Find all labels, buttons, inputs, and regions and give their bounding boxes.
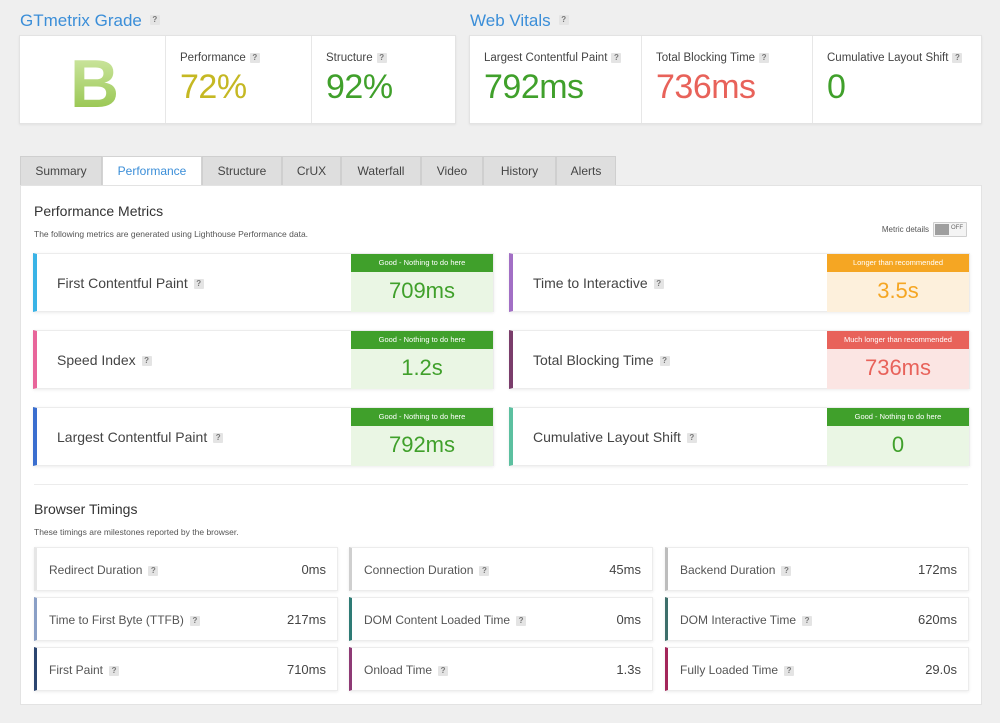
help-icon[interactable]: ? [659,356,670,367]
timing-onload-time: Onload Time? 1.3s [349,647,653,691]
help-icon[interactable]: ? [213,433,224,444]
timing-dom-interactive: DOM Interactive Time? 620ms [665,597,969,641]
vital-cls: Cumulative Layout Shift? 0 [812,36,981,123]
help-icon[interactable]: ? [759,52,770,63]
timing-value: 29.0s [925,662,957,677]
web-vitals-title: Web Vitals? [470,11,569,31]
status-badge: Much longer than recommended [827,331,969,349]
timing-value: 45ms [609,562,641,577]
help-icon[interactable]: ? [249,52,260,63]
timing-value: 172ms [917,562,957,577]
timing-value: 0ms [616,612,641,627]
help-icon[interactable]: ? [516,615,527,626]
performance-score: Performance? 72% [165,36,311,123]
status-badge: Good - Nothing to do here [351,408,493,426]
metric-value: 1.2s [401,355,443,380]
tab-structure[interactable]: Structure [202,156,282,186]
toggle-knob [935,224,949,235]
tab-video[interactable]: Video [421,156,483,186]
browser-timings-subtitle: These timings are milestones reported by… [34,527,239,537]
vital-lcp: Largest Contentful Paint? 792ms [470,36,641,123]
help-icon[interactable]: ? [611,52,622,63]
help-icon[interactable]: ? [686,433,697,444]
tab-waterfall[interactable]: Waterfall [341,156,421,186]
web-vitals-card: Largest Contentful Paint? 792ms Total Bl… [469,35,982,124]
help-icon[interactable]: ? [149,14,160,25]
timing-value: 0ms [301,562,326,577]
metric-value: 792ms [388,432,456,457]
status-badge: Good - Nothing to do here [351,254,493,272]
help-icon[interactable]: ? [193,279,204,290]
metric-value: 3.5s [877,278,919,303]
status-badge: Good - Nothing to do here [351,331,493,349]
metric-value: 736ms [864,355,932,380]
timing-value: 217ms [286,612,326,627]
metric-lcp: Largest Contentful Paint? Good - Nothing… [33,407,494,466]
timing-ttfb: Time to First Byte (TTFB)? 217ms [34,597,338,641]
metric-cls: Cumulative Layout Shift? Good - Nothing … [509,407,970,466]
metric-details-toggle[interactable]: OFF [933,222,967,237]
timing-value: 1.3s [616,662,641,677]
vital-lcp-value: 792ms [484,68,584,106]
help-icon[interactable]: ? [781,565,792,576]
status-badge: Good - Nothing to do here [827,408,969,426]
metric-details-toggle-group: Metric details OFF [882,222,967,237]
metric-value: 0 [891,432,905,457]
performance-metrics-title: Performance Metrics [34,203,164,219]
timing-dom-content-loaded: DOM Content Loaded Time? 0ms [349,597,653,641]
vital-tbt-value: 736ms [656,68,756,106]
timing-redirect-duration: Redirect Duration? 0ms [34,547,338,591]
help-icon[interactable]: ? [438,665,449,676]
tab-history[interactable]: History [483,156,556,186]
timing-connection-duration: Connection Duration? 45ms [349,547,653,591]
vital-tbt: Total Blocking Time? 736ms [641,36,812,123]
timing-fully-loaded: Fully Loaded Time? 29.0s [665,647,969,691]
performance-metrics-subtitle: The following metrics are generated usin… [34,229,309,239]
metric-fcp: First Contentful Paint? Good - Nothing t… [33,253,494,312]
help-icon[interactable]: ? [148,565,159,576]
performance-label: Performance [180,52,246,64]
browser-timings-title: Browser Timings [34,501,138,517]
help-icon[interactable]: ? [109,665,120,676]
structure-score: Structure? 92% [311,36,455,123]
timing-backend-duration: Backend Duration? 172ms [665,547,969,591]
help-icon[interactable]: ? [802,615,813,626]
help-icon[interactable]: ? [784,665,795,676]
performance-panel: Performance Metrics The following metric… [20,185,982,705]
help-icon[interactable]: ? [189,615,200,626]
help-icon[interactable]: ? [558,14,569,25]
grade-letter: B [70,46,120,122]
tab-alerts[interactable]: Alerts [556,156,616,186]
timing-value: 620ms [917,612,957,627]
metric-tti: Time to Interactive? Longer than recomme… [509,253,970,312]
metric-value: 709ms [388,278,456,303]
metric-speed-index: Speed Index? Good - Nothing to do here 1… [33,330,494,389]
structure-label: Structure [326,52,373,64]
gtmetrix-grade-title: GTmetrix Grade? [20,11,160,31]
tab-performance[interactable]: Performance [102,156,202,187]
metric-details-label: Metric details [881,225,929,234]
performance-value: 72% [180,68,247,106]
help-icon[interactable]: ? [141,356,152,367]
tab-crux[interactable]: CrUX [282,156,341,186]
toggle-state: OFF [951,225,963,231]
status-badge: Longer than recommended [827,254,969,272]
structure-value: 92% [326,68,393,106]
help-icon[interactable]: ? [376,52,387,63]
tab-summary[interactable]: Summary [20,156,102,186]
timing-value: 710ms [286,662,326,677]
help-icon[interactable]: ? [952,52,963,63]
section-divider [34,484,968,485]
timing-first-paint: First Paint? 710ms [34,647,338,691]
metric-tbt: Total Blocking Time? Much longer than re… [509,330,970,389]
help-icon[interactable]: ? [653,279,664,290]
vital-cls-value: 0 [827,68,846,106]
help-icon[interactable]: ? [479,565,490,576]
grade-card: B Performance? 72% Structure? 92% [19,35,456,124]
